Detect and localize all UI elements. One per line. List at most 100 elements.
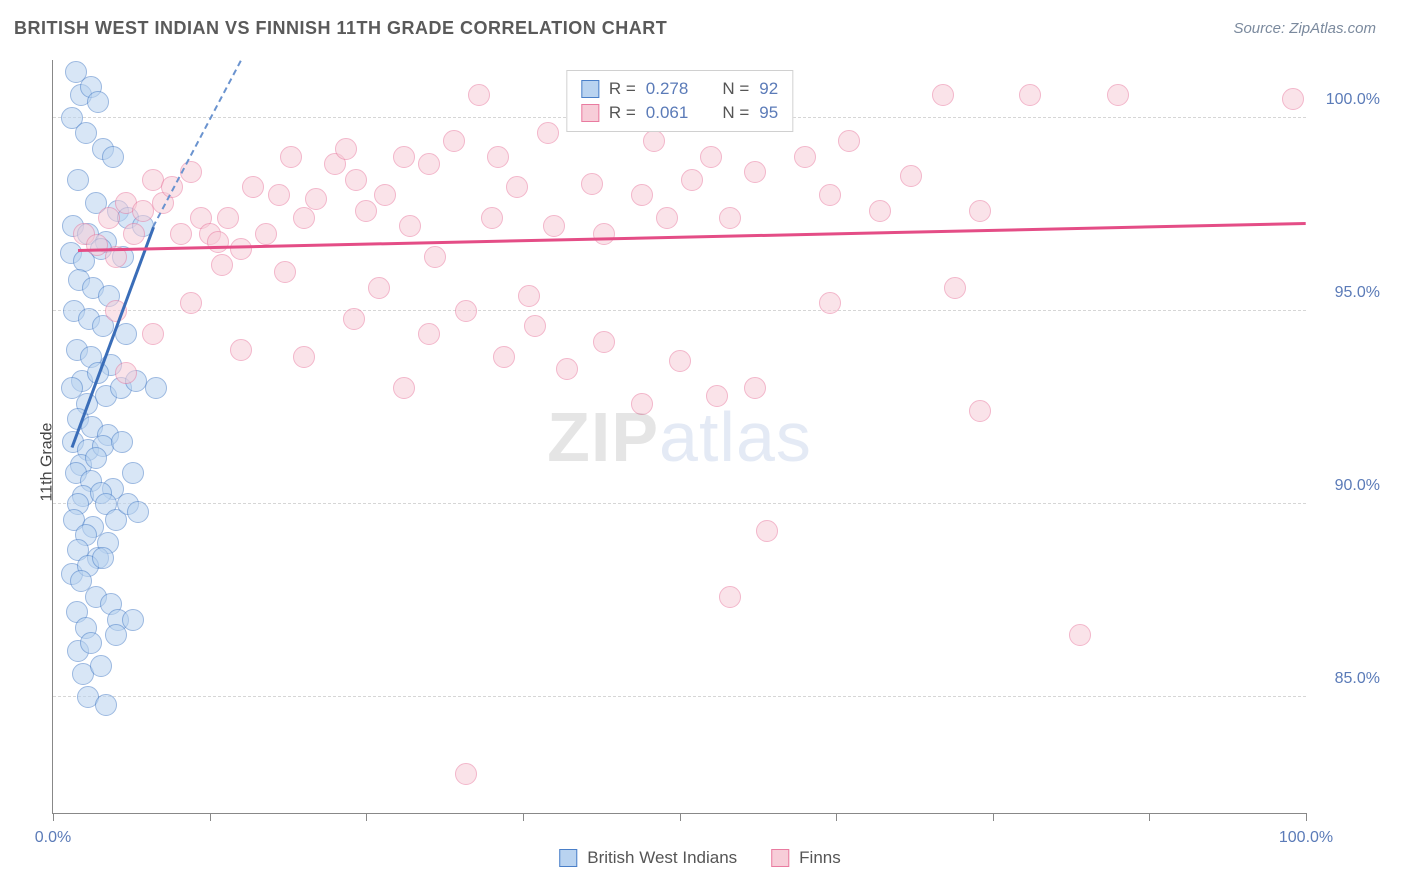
scatter-point bbox=[593, 331, 615, 353]
source-label: Source: ZipAtlas.com bbox=[1233, 20, 1376, 37]
scatter-point bbox=[537, 122, 559, 144]
legend-r-label: R = bbox=[609, 103, 636, 123]
scatter-point bbox=[335, 138, 357, 160]
scatter-point bbox=[145, 377, 167, 399]
correlation-legend: R = 0.278 N = 92 R = 0.061 N = 95 bbox=[566, 70, 793, 132]
scatter-point bbox=[123, 223, 145, 245]
legend-n-value-1: 95 bbox=[759, 103, 778, 123]
x-tick bbox=[1306, 813, 1307, 821]
scatter-point bbox=[819, 184, 841, 206]
scatter-point bbox=[122, 462, 144, 484]
legend-n-label: N = bbox=[722, 79, 749, 99]
legend-n-label: N = bbox=[722, 103, 749, 123]
scatter-point bbox=[819, 292, 841, 314]
scatter-point bbox=[207, 231, 229, 253]
scatter-point bbox=[543, 215, 565, 237]
scatter-point bbox=[744, 161, 766, 183]
scatter-point bbox=[969, 400, 991, 422]
scatter-point bbox=[368, 277, 390, 299]
watermark: ZIPatlas bbox=[547, 397, 812, 477]
legend-row-series-0: R = 0.278 N = 92 bbox=[581, 77, 778, 101]
scatter-point bbox=[345, 169, 367, 191]
scatter-point bbox=[1107, 84, 1129, 106]
y-tick-label: 95.0% bbox=[1335, 284, 1380, 302]
scatter-point bbox=[418, 323, 440, 345]
scatter-point bbox=[230, 339, 252, 361]
scatter-point bbox=[593, 223, 615, 245]
x-tick bbox=[523, 813, 524, 821]
x-tick bbox=[53, 813, 54, 821]
chart-header: BRITISH WEST INDIAN VS FINNISH 11TH GRAD… bbox=[0, 0, 1406, 49]
scatter-point bbox=[869, 200, 891, 222]
x-tick bbox=[836, 813, 837, 821]
gridline-h bbox=[53, 310, 1306, 311]
scatter-point bbox=[424, 246, 446, 268]
scatter-point bbox=[127, 501, 149, 523]
y-tick-label: 85.0% bbox=[1335, 670, 1380, 688]
scatter-point bbox=[1282, 88, 1304, 110]
scatter-point bbox=[838, 130, 860, 152]
scatter-point bbox=[211, 254, 233, 276]
scatter-point bbox=[969, 200, 991, 222]
series-legend: British West Indians Finns bbox=[559, 848, 841, 868]
trend-line-extension bbox=[152, 61, 241, 228]
scatter-point bbox=[581, 173, 603, 195]
x-tick-label: 100.0% bbox=[1279, 829, 1333, 847]
scatter-point bbox=[280, 146, 302, 168]
scatter-point bbox=[900, 165, 922, 187]
legend-r-label: R = bbox=[609, 79, 636, 99]
scatter-point bbox=[1019, 84, 1041, 106]
scatter-point bbox=[744, 377, 766, 399]
gridline-h bbox=[53, 503, 1306, 504]
scatter-point bbox=[343, 308, 365, 330]
scatter-point bbox=[506, 176, 528, 198]
scatter-point bbox=[180, 292, 202, 314]
legend-swatch-bottom-1 bbox=[771, 849, 789, 867]
scatter-point bbox=[643, 130, 665, 152]
scatter-point bbox=[170, 223, 192, 245]
scatter-point bbox=[944, 277, 966, 299]
gridline-h bbox=[53, 696, 1306, 697]
legend-row-series-1: R = 0.061 N = 95 bbox=[581, 101, 778, 125]
scatter-point bbox=[102, 146, 124, 168]
scatter-point bbox=[1069, 624, 1091, 646]
scatter-point bbox=[631, 393, 653, 415]
x-tick bbox=[993, 813, 994, 821]
scatter-point bbox=[92, 547, 114, 569]
scatter-point bbox=[656, 207, 678, 229]
scatter-point bbox=[242, 176, 264, 198]
scatter-point bbox=[556, 358, 578, 380]
legend-label-0: British West Indians bbox=[587, 848, 737, 868]
x-tick bbox=[366, 813, 367, 821]
legend-n-value-0: 92 bbox=[759, 79, 778, 99]
scatter-point bbox=[756, 520, 778, 542]
chart-container: 11th Grade ZIPatlas R = 0.278 N = 92 R =… bbox=[14, 52, 1386, 872]
legend-swatch-1 bbox=[581, 104, 599, 122]
scatter-point bbox=[122, 609, 144, 631]
scatter-point bbox=[487, 146, 509, 168]
scatter-point bbox=[418, 153, 440, 175]
scatter-point bbox=[932, 84, 954, 106]
scatter-point bbox=[669, 350, 691, 372]
scatter-point bbox=[719, 207, 741, 229]
scatter-point bbox=[794, 146, 816, 168]
watermark-part2: atlas bbox=[659, 398, 812, 476]
scatter-point bbox=[631, 184, 653, 206]
scatter-point bbox=[681, 169, 703, 191]
scatter-point bbox=[75, 122, 97, 144]
scatter-point bbox=[393, 377, 415, 399]
plot-area: ZIPatlas R = 0.278 N = 92 R = 0.061 N = … bbox=[52, 60, 1306, 814]
scatter-point bbox=[255, 223, 277, 245]
legend-swatch-0 bbox=[581, 80, 599, 98]
legend-label-1: Finns bbox=[799, 848, 841, 868]
scatter-point bbox=[67, 169, 89, 191]
x-tick bbox=[680, 813, 681, 821]
scatter-point bbox=[111, 431, 133, 453]
scatter-point bbox=[85, 447, 107, 469]
scatter-point bbox=[399, 215, 421, 237]
legend-item-1: Finns bbox=[771, 848, 841, 868]
scatter-point bbox=[706, 385, 728, 407]
scatter-point bbox=[524, 315, 546, 337]
scatter-point bbox=[518, 285, 540, 307]
x-tick-label: 0.0% bbox=[35, 829, 71, 847]
